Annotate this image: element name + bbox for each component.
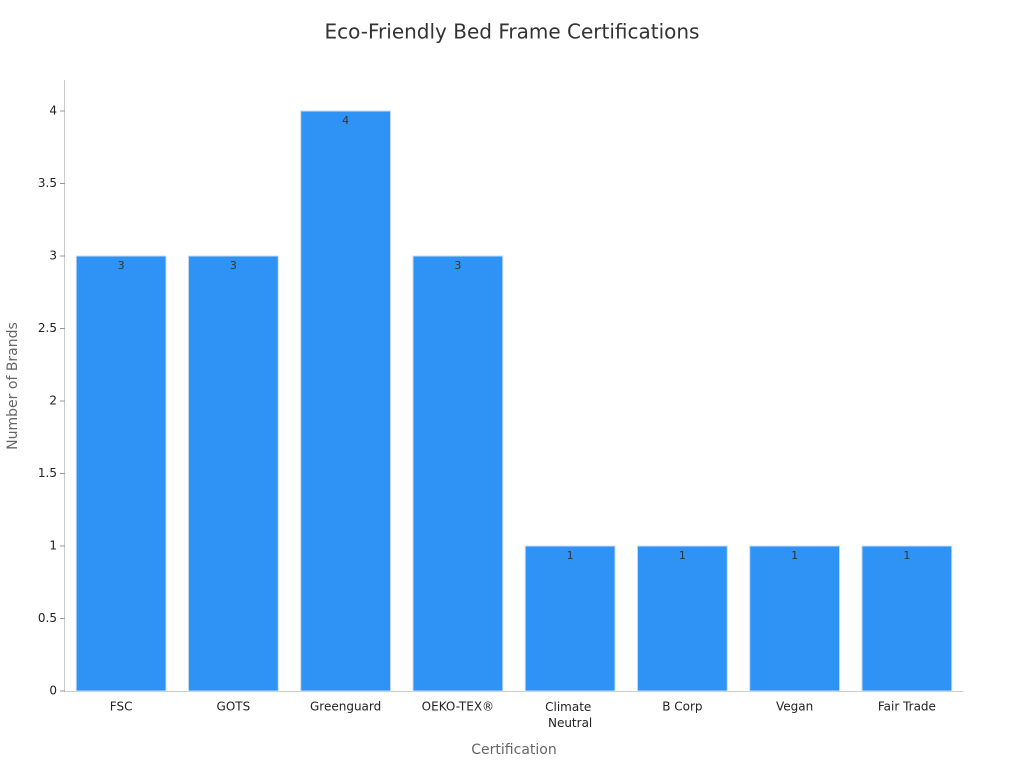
bar [300,110,392,692]
y-axis-label: Number of Brands [5,322,21,450]
value-label: 4 [342,114,349,127]
x-tick-label: Vegan [776,700,813,714]
value-label: 1 [679,549,686,562]
bar [187,255,279,692]
bar [524,545,616,692]
x-tick-label: FSC [110,700,133,714]
y-tick-label: 2.5 [38,321,57,335]
value-label: 1 [791,549,798,562]
y-tick-label: 4 [49,104,57,118]
y-tick-label: 1.5 [38,466,57,480]
chart-title: Eco-Friendly Bed Frame Certifications [325,20,700,44]
bar [636,545,728,692]
value-label: 1 [567,549,574,562]
x-axis-label: Certification [471,742,556,758]
y-tick-label: 3 [49,249,57,263]
value-label: 1 [903,549,910,562]
bar [861,545,953,692]
x-tick-label: B Corp [662,700,702,714]
value-label: 3 [230,259,237,272]
value-label: 3 [118,259,125,272]
bar [749,545,841,692]
value-label: 3 [454,259,461,272]
x-tick-label: Fair Trade [878,700,936,714]
x-tick-label: OEKO-TEX® [422,700,494,714]
y-tick-label: 1 [49,539,57,553]
bar [412,255,504,692]
x-tick-label: Greenguard [310,700,381,714]
y-tick-label: 3.5 [38,176,57,190]
x-tick-label: GOTS [217,700,251,714]
y-tick-label: 0 [49,684,57,698]
x-tick-label: Climate Neutral [545,700,595,730]
y-tick-label: 0.5 [38,611,57,625]
bar [75,255,167,692]
y-tick-label: 2 [49,394,57,408]
